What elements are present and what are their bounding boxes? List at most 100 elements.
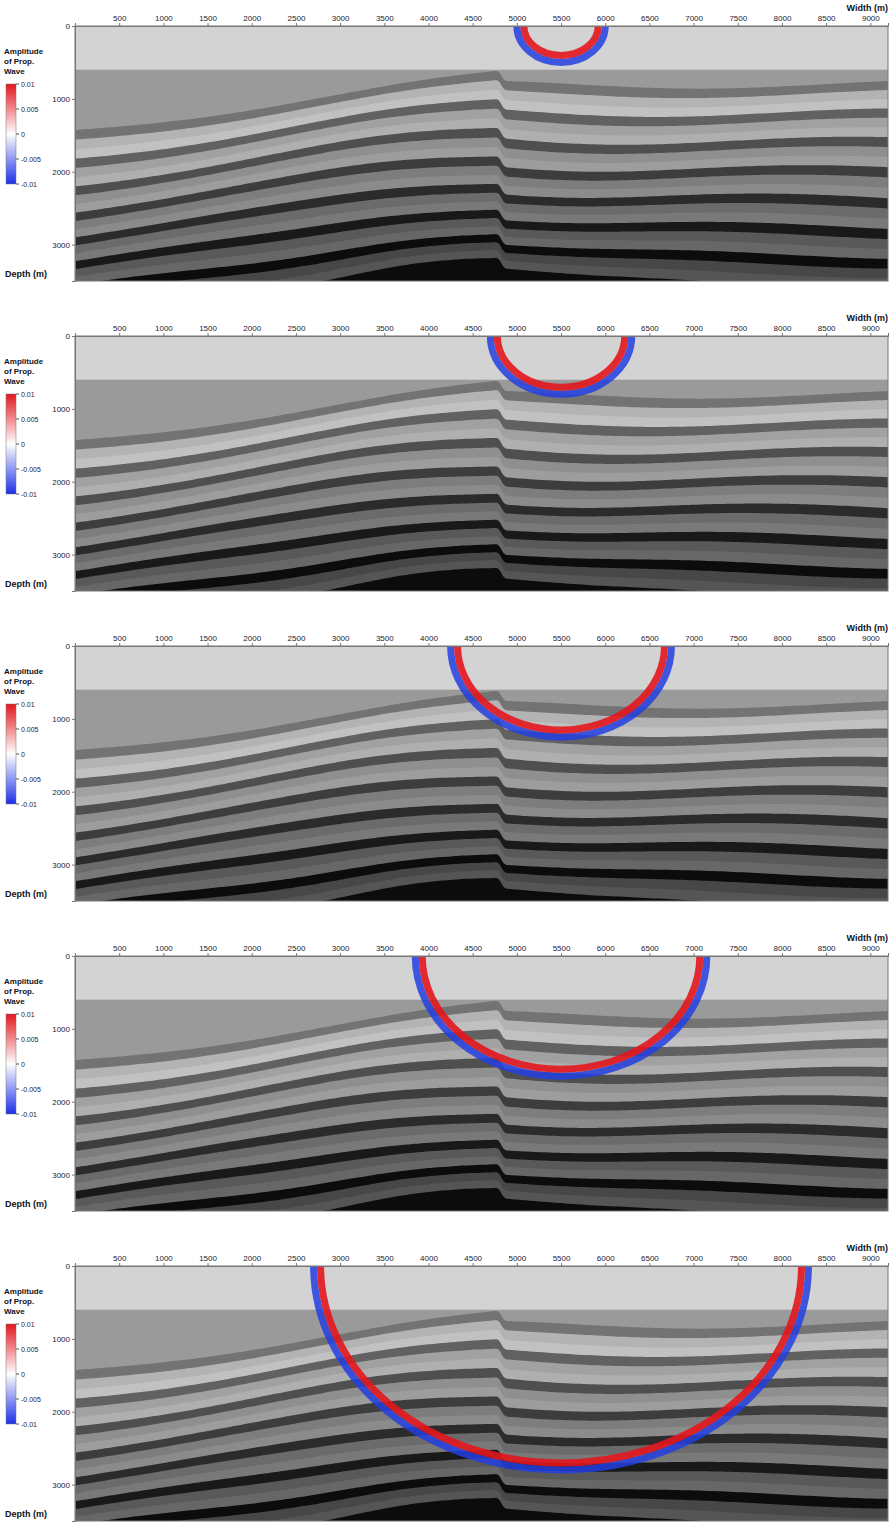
x-tick-label: 5000: [508, 324, 526, 333]
y-tick-label: 0: [66, 1262, 71, 1271]
x-tick: 6500: [641, 14, 659, 26]
x-tick-label: 4000: [420, 324, 438, 333]
x-axis: 5001000150020002500300035004000450050005…: [76, 324, 889, 337]
x-tick: 500: [113, 944, 127, 956]
x-tick-label: 6500: [641, 1254, 659, 1263]
x-tick-label: 6000: [597, 944, 615, 953]
x-tick-label: 3000: [332, 1254, 350, 1263]
x-tick-label: 7500: [729, 634, 747, 643]
y-tick-mark: [72, 792, 75, 793]
x-tick-mark: [517, 23, 518, 26]
colorbar-title: Amplitudeof Prop.Wave: [4, 1287, 44, 1316]
colorbar-tick-label: 0.01: [21, 391, 35, 398]
colorbar-title: Amplitudeof Prop.Wave: [4, 977, 44, 1006]
x-tick-mark: [649, 23, 650, 26]
x-axis-line: [76, 1263, 889, 1267]
y-tick-mark: [72, 1412, 75, 1413]
x-tick: 500: [113, 1254, 127, 1266]
y-tick: 3000: [52, 241, 75, 250]
x-tick-label: 1000: [155, 944, 173, 953]
colorbar-tick: [16, 1399, 19, 1400]
x-tick-label: 7000: [685, 944, 703, 953]
x-tick: 6000: [597, 634, 615, 646]
y-tick: 3000: [52, 1481, 75, 1490]
y-tick-label: 3000: [52, 551, 70, 560]
x-tick-mark: [252, 333, 253, 336]
x-tick: 1500: [199, 944, 217, 956]
wavefield: [517, 26, 605, 62]
y-tick-label: 1000: [52, 1025, 70, 1034]
colorbar-tick-label: -0.01: [21, 1111, 37, 1118]
water-layer: [75, 336, 888, 380]
colorbar-tick-label: 0.01: [21, 1321, 35, 1328]
x-tick: 6500: [641, 944, 659, 956]
x-tick: 3000: [332, 14, 350, 26]
x-tick-mark: [473, 953, 474, 956]
x-tick-mark: [252, 1263, 253, 1266]
x-tick-label: 2000: [243, 634, 261, 643]
x-tick-label: 9000: [862, 14, 880, 23]
x-tick-label: 2500: [288, 324, 306, 333]
colorbar-tick-label: -0.01: [21, 181, 37, 188]
colorbar-tick: [16, 1039, 19, 1040]
colorbar-tick-label: -0.01: [21, 1421, 37, 1428]
x-tick-mark: [694, 953, 695, 956]
model-layer: [75, 258, 888, 281]
x-tick: 2500: [288, 14, 306, 26]
y-tick-label: 0: [66, 22, 71, 31]
x-tick-mark: [428, 643, 429, 646]
velocity-model: [75, 956, 888, 1211]
x-tick-mark: [296, 333, 297, 336]
x-tick: 7500: [729, 634, 747, 646]
x-tick-mark: [119, 333, 120, 336]
y-tick-label: 1000: [52, 405, 70, 414]
x-axis: 5001000150020002500300035004000450050005…: [76, 1254, 889, 1267]
plot-frame: [75, 646, 888, 901]
y-tick-label: 2000: [52, 788, 70, 797]
panel: 5001000150020002500300035004000450050005…: [4, 555, 889, 929]
x-tick-label: 1000: [155, 1254, 173, 1263]
y-tick-mark: [72, 1266, 75, 1267]
y-tick: 1000: [52, 1335, 75, 1344]
colorbar-tick-label: 0.005: [21, 726, 39, 733]
x-tick-mark: [384, 23, 385, 26]
x-tick: 4000: [420, 944, 438, 956]
x-tick: 2000: [243, 1254, 261, 1266]
x-tick-label: 8000: [774, 14, 792, 23]
x-tick-mark: [473, 333, 474, 336]
y-tick-label: 2000: [52, 478, 70, 487]
x-tick-mark: [428, 23, 429, 26]
x-axis-line: [76, 643, 889, 647]
y-tick: 0: [66, 22, 75, 31]
wavefront-trough: [415, 956, 707, 1076]
x-tick-label: 3000: [332, 324, 350, 333]
x-tick-label: 5000: [508, 1254, 526, 1263]
x-tick: 8000: [774, 944, 792, 956]
x-tick-mark: [252, 953, 253, 956]
x-tick-label: 7000: [685, 324, 703, 333]
x-tick-mark: [517, 953, 518, 956]
y-tick: 0: [66, 332, 75, 341]
wavefront-peak: [422, 956, 700, 1069]
x-axis-line: [76, 333, 889, 337]
x-tick: 3000: [332, 634, 350, 646]
y-axis-line: [72, 1267, 76, 1522]
x-tick-mark: [870, 1263, 871, 1266]
x-tick: 4000: [420, 14, 438, 26]
x-tick-label: 3500: [376, 324, 394, 333]
x-tick-label: 4500: [464, 14, 482, 23]
x-tick-mark: [561, 643, 562, 646]
colorbar-tick-label: 0: [21, 1371, 25, 1378]
x-tick-label: 2500: [288, 634, 306, 643]
colorbar-tick-label: 0.01: [21, 701, 35, 708]
colorbar-tick: [16, 779, 19, 780]
x-tick-label: 9000: [862, 324, 880, 333]
y-tick-mark: [72, 172, 75, 173]
x-tick: 2000: [243, 634, 261, 646]
x-tick-label: 7500: [729, 1254, 747, 1263]
x-tick-mark: [296, 643, 297, 646]
x-tick-mark: [826, 953, 827, 956]
colorbar-tick: [16, 394, 19, 395]
y-tick: 2000: [52, 168, 75, 177]
x-tick-label: 2000: [243, 1254, 261, 1263]
